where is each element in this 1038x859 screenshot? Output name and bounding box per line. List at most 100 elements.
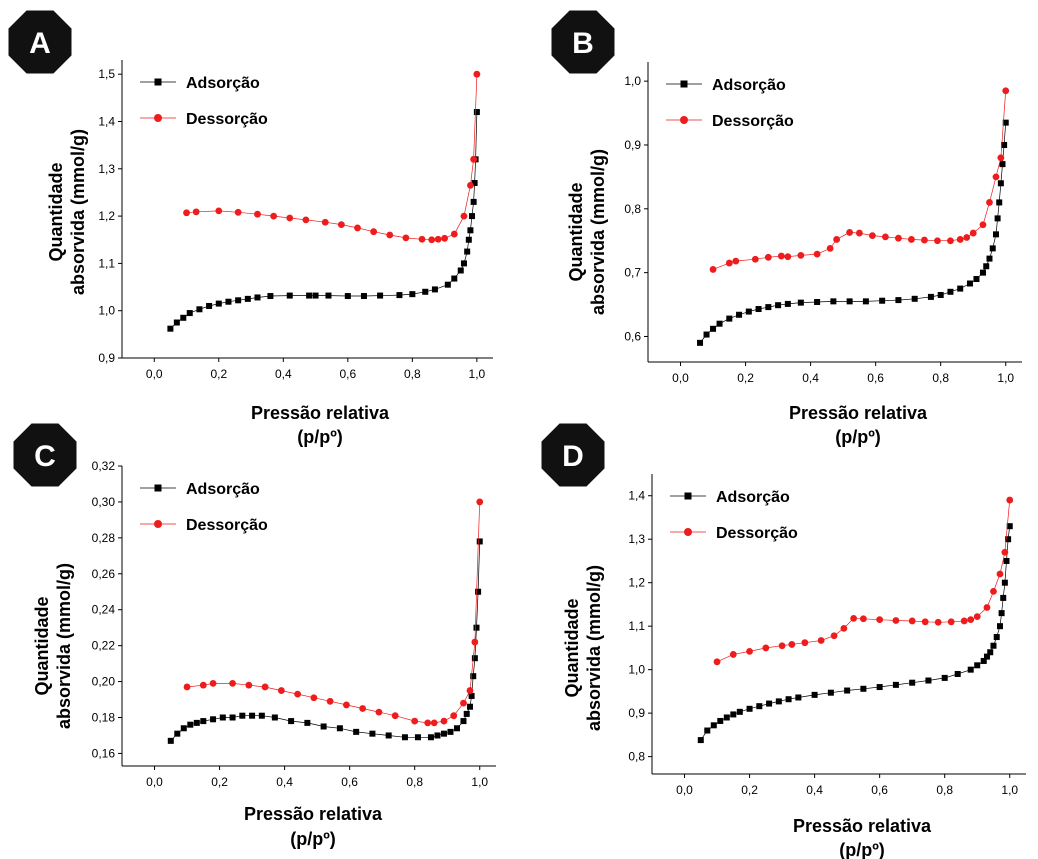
data-point-adsorcao-b xyxy=(830,298,837,305)
data-point-adsorcao-c xyxy=(288,718,295,725)
panel-label-a: A xyxy=(29,27,51,60)
data-point-dessorcao-d xyxy=(729,651,737,658)
data-point-adsorcao-a xyxy=(451,275,458,282)
data-point-adsorcao-d xyxy=(909,679,916,686)
data-point-dessorcao-b xyxy=(963,234,971,241)
data-point-dessorcao-b xyxy=(855,229,863,237)
y-tick-label-d: 0,9 xyxy=(628,706,645,720)
x-tick-label-c: 0,0 xyxy=(146,775,163,789)
data-point-dessorcao-c xyxy=(326,697,334,705)
x-tick-label-c: 0,4 xyxy=(276,775,293,789)
x-tick-label-d: 1,0 xyxy=(1001,783,1018,797)
panel-label-badge-a xyxy=(5,7,75,77)
data-point-dessorcao-b xyxy=(869,232,876,240)
data-point-dessorcao-d xyxy=(817,637,825,644)
x-tick-label-d: 0,4 xyxy=(806,783,823,797)
data-point-adsorcao-d xyxy=(717,717,724,724)
data-point-adsorcao-c xyxy=(271,714,278,721)
data-point-adsorcao-c xyxy=(219,714,226,721)
data-point-adsorcao-b xyxy=(996,199,1003,206)
data-point-adsorcao-a xyxy=(235,297,242,304)
y-tick-label-c: 0,28 xyxy=(92,531,116,545)
x-tick-label-c: 0,6 xyxy=(341,775,358,789)
data-point-adsorcao-a xyxy=(467,227,474,234)
data-point-adsorcao-d xyxy=(954,671,961,677)
data-point-adsorcao-c xyxy=(249,712,256,719)
data-point-adsorcao-b xyxy=(999,161,1006,168)
y-tick-label-b: 1,0 xyxy=(624,74,641,88)
x-tick-label-c: 1,0 xyxy=(471,775,488,789)
data-point-dessorcao-c xyxy=(391,712,399,720)
data-point-adsorcao-a xyxy=(306,292,313,299)
data-point-adsorcao-c xyxy=(414,734,421,741)
data-point-adsorcao-d xyxy=(980,657,987,664)
data-point-dessorcao-b xyxy=(979,221,987,229)
data-point-adsorcao-b xyxy=(895,297,902,304)
data-point-adsorcao-b xyxy=(937,291,944,298)
data-point-dessorcao-a xyxy=(192,208,200,216)
data-point-dessorcao-c xyxy=(430,719,438,727)
y-tick-label-d: 1,1 xyxy=(628,619,645,633)
y-tick-label-a: 1,5 xyxy=(98,67,115,81)
y-axis-title-c: Quantidade xyxy=(32,596,52,695)
data-point-adsorcao-c xyxy=(167,737,174,744)
x-tick-label-c: 0,8 xyxy=(406,775,423,789)
y-tick-label-d: 1,3 xyxy=(628,532,645,546)
data-point-adsorcao-a xyxy=(473,109,480,116)
data-point-adsorcao-a xyxy=(464,248,471,255)
y-tick-label-b: 0,8 xyxy=(624,202,641,216)
data-point-dessorcao-d xyxy=(996,570,1004,578)
data-point-dessorcao-b xyxy=(947,237,954,245)
y-tick-label-a: 1,3 xyxy=(98,162,115,176)
data-point-dessorcao-a xyxy=(183,209,190,217)
y-tick-label-a: 0,9 xyxy=(98,351,115,365)
data-point-dessorcao-d xyxy=(908,617,916,625)
panel-d: D 0,0 0,2 0,4 0,6 0,8 1,0 0,8 0,9 1,0 1,1 1,2 1,3 1,… xyxy=(538,420,1026,859)
x-tick-label-a: 0,8 xyxy=(404,367,421,381)
data-point-adsorcao-c xyxy=(466,703,473,710)
data-point-dessorcao-b xyxy=(921,236,928,244)
data-point-adsorcao-a xyxy=(312,292,319,299)
x-tick-label-a: 0,2 xyxy=(210,367,227,381)
data-point-adsorcao-d xyxy=(974,662,981,669)
x-tick-label-b: 0,8 xyxy=(932,371,949,385)
legend-label-adsorcao-b: Adsorção xyxy=(712,77,786,94)
panel-b: B 0,0 0,2 0,4 0,6 0,8 1,0 0,6 0,7 0,8 0,9 1,0 Adsor… xyxy=(548,7,1022,447)
y-tick-label-c: 0,18 xyxy=(92,710,116,724)
data-point-dessorcao-c xyxy=(183,683,191,691)
data-point-adsorcao-c xyxy=(210,716,217,723)
x-tick-label-c: 0,2 xyxy=(211,775,228,789)
data-point-dessorcao-d xyxy=(983,604,991,611)
data-point-dessorcao-a xyxy=(460,212,468,220)
data-point-adsorcao-b xyxy=(726,315,733,322)
series-line-dessorcao-b xyxy=(712,90,1007,270)
panel-c: C 0,0 0,2 0,4 0,6 0,8 1,0 0,16 0,18 0,20 0,22 0,24… xyxy=(10,420,496,849)
data-point-adsorcao-c xyxy=(369,730,376,737)
data-point-adsorcao-d xyxy=(827,689,834,696)
data-point-dessorcao-d xyxy=(850,614,858,622)
data-point-adsorcao-b xyxy=(697,339,704,346)
x-axis-title-b-line2: (p/pº) xyxy=(835,427,881,447)
data-point-adsorcao-c xyxy=(463,710,470,717)
data-point-dessorcao-d xyxy=(921,618,929,626)
data-point-adsorcao-c xyxy=(174,730,181,737)
data-point-dessorcao-b xyxy=(797,252,805,259)
data-point-dessorcao-d xyxy=(934,618,942,626)
legend-label-adsorcao-d: Adsorção xyxy=(716,489,790,506)
data-point-dessorcao-a xyxy=(321,218,329,226)
data-point-adsorcao-d xyxy=(998,610,1005,617)
legend-marker-d xyxy=(684,492,692,500)
data-point-adsorcao-a xyxy=(344,293,351,300)
y-tick-label-c: 0,32 xyxy=(92,459,116,473)
x-axis-title-a: Pressão relativa xyxy=(251,403,390,423)
data-point-adsorcao-d xyxy=(704,727,711,734)
data-point-adsorcao-b xyxy=(979,269,986,276)
data-point-adsorcao-a xyxy=(206,302,213,309)
data-point-dessorcao-a xyxy=(302,216,310,224)
data-point-adsorcao-a xyxy=(325,292,332,299)
data-point-adsorcao-c xyxy=(180,725,187,732)
data-point-adsorcao-d xyxy=(1001,579,1008,586)
data-point-dessorcao-b xyxy=(784,253,792,261)
x-axis-title-c-line2: (p/pº) xyxy=(290,829,336,849)
